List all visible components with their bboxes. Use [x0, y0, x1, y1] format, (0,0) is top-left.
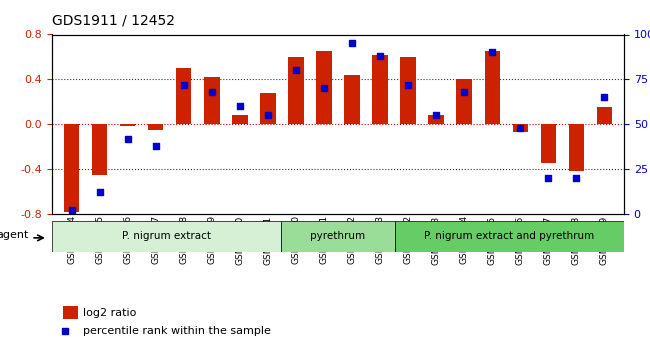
Bar [148, 124, 163, 130]
Point [543, 175, 554, 181]
Bar [456, 79, 472, 124]
Point [60, 328, 70, 334]
Bar [288, 57, 304, 124]
Text: log2 ratio: log2 ratio [83, 308, 137, 317]
Point [431, 112, 441, 118]
Point [179, 82, 189, 88]
Text: percentile rank within the sample: percentile rank within the sample [83, 326, 271, 336]
Point [318, 86, 329, 91]
Bar [597, 107, 612, 124]
Bar [400, 57, 416, 124]
Point [515, 125, 525, 130]
Point [235, 104, 245, 109]
Bar [541, 124, 556, 164]
Text: GDS1911 / 12452: GDS1911 / 12452 [52, 14, 175, 28]
Bar [317, 51, 332, 124]
Point [487, 50, 497, 55]
Bar [260, 93, 276, 124]
Point [599, 95, 610, 100]
Bar [569, 124, 584, 171]
Text: pyrethrum: pyrethrum [311, 231, 365, 241]
Point [347, 41, 358, 46]
Point [375, 53, 385, 59]
Bar [92, 124, 107, 175]
Bar [513, 124, 528, 132]
Bar [428, 115, 444, 124]
Point [263, 112, 273, 118]
FancyBboxPatch shape [395, 221, 624, 252]
Point [151, 143, 161, 148]
Point [291, 68, 301, 73]
Bar [204, 77, 220, 124]
Bar [176, 68, 192, 124]
Point [66, 208, 77, 213]
Point [122, 136, 133, 141]
Point [403, 82, 413, 88]
Bar [232, 115, 248, 124]
Point [94, 190, 105, 195]
Point [571, 175, 582, 181]
Text: P. nigrum extract: P. nigrum extract [122, 231, 211, 241]
Point [207, 89, 217, 95]
Bar [64, 306, 78, 319]
Text: P. nigrum extract and pyrethrum: P. nigrum extract and pyrethrum [424, 231, 595, 241]
FancyBboxPatch shape [281, 221, 395, 252]
FancyBboxPatch shape [52, 221, 281, 252]
Bar [64, 124, 79, 211]
Text: agent: agent [0, 230, 29, 240]
Bar [120, 124, 135, 126]
Bar [484, 51, 500, 124]
Bar [372, 55, 388, 124]
Point [459, 89, 469, 95]
Bar [344, 75, 359, 124]
